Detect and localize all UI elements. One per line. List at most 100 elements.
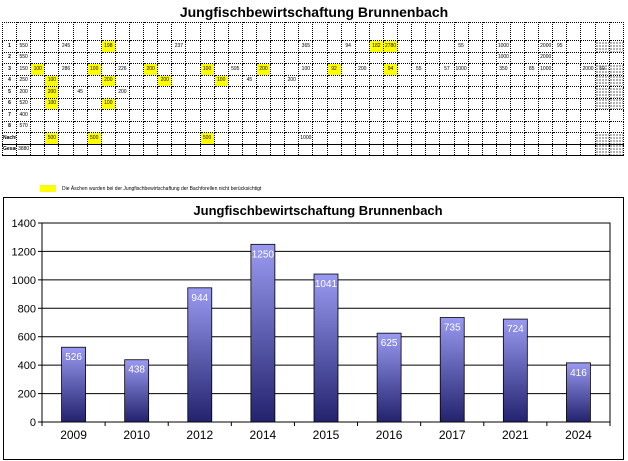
sheet-cell bbox=[453, 74, 469, 87]
sheet-cell bbox=[100, 86, 116, 99]
sheet-cell bbox=[326, 51, 342, 64]
sheet-cell: 1000 bbox=[495, 51, 511, 64]
sheet-cell bbox=[298, 74, 314, 87]
sheet-cell bbox=[382, 109, 399, 122]
sheet-cell bbox=[368, 97, 384, 110]
sheet-cell bbox=[453, 132, 469, 145]
sheet-cell bbox=[185, 40, 201, 53]
sheet-cell bbox=[72, 120, 88, 133]
sheet-cell bbox=[326, 109, 342, 122]
sheet-cell bbox=[312, 74, 328, 87]
sheet-cell bbox=[467, 97, 483, 110]
sheet-cell bbox=[354, 74, 370, 87]
sheet-cell bbox=[284, 109, 300, 122]
sheet-cell bbox=[467, 120, 483, 133]
sheet-cell bbox=[453, 109, 469, 122]
sheet-cell bbox=[495, 97, 511, 110]
sheet-cell bbox=[354, 109, 370, 122]
sheet-cell bbox=[608, 97, 625, 110]
sheet-cell bbox=[552, 51, 568, 64]
sheet-cell bbox=[241, 143, 257, 156]
sheet-header-cell bbox=[509, 22, 526, 41]
sheet-cell bbox=[86, 40, 102, 53]
sheet-header-cell bbox=[368, 22, 384, 41]
sheet-cell bbox=[509, 40, 526, 53]
sheet-cell bbox=[552, 86, 568, 99]
sheet-cell bbox=[270, 63, 286, 76]
sheet-cell: 100 bbox=[44, 74, 60, 87]
x-tick-label-2021: 2021 bbox=[502, 428, 529, 442]
sheet-cell: 92 bbox=[326, 63, 342, 76]
sheet-cell bbox=[397, 40, 413, 53]
sheet-cell bbox=[481, 63, 497, 76]
sheet-header-cell bbox=[16, 22, 32, 41]
sheet-cell bbox=[439, 51, 455, 64]
sheet-cell bbox=[227, 143, 243, 156]
sheet-cell bbox=[30, 120, 46, 133]
sheet-cell bbox=[143, 120, 159, 133]
sheet-cell bbox=[128, 74, 145, 87]
sheet-cell bbox=[425, 132, 441, 145]
bar-2015 bbox=[313, 273, 339, 423]
sheet-cell: 57 bbox=[439, 63, 455, 76]
sheet-cell bbox=[382, 74, 399, 87]
sheet-cell bbox=[58, 143, 74, 156]
sheet-cell bbox=[284, 143, 300, 156]
sheet-cell bbox=[213, 132, 229, 145]
sheet-cell: 200 bbox=[157, 74, 173, 87]
sheet-cell bbox=[199, 120, 215, 133]
sheet-cell bbox=[608, 120, 625, 133]
sheet-cell bbox=[538, 143, 554, 156]
sheet-cell bbox=[495, 74, 511, 87]
sheet-cell bbox=[44, 51, 60, 64]
sheet-cell bbox=[100, 51, 116, 64]
sheet-cell bbox=[72, 74, 88, 87]
sheet-cell bbox=[213, 109, 229, 122]
sheet-cell: 3880 bbox=[16, 143, 32, 156]
sheet-cell bbox=[326, 86, 342, 99]
sheet-cell bbox=[241, 86, 257, 99]
sheet-cell bbox=[552, 74, 568, 87]
sheet-header-cell bbox=[44, 22, 60, 41]
sheet-header-cell bbox=[326, 22, 342, 41]
sheet-cell bbox=[227, 132, 243, 145]
sheet-cell bbox=[298, 97, 314, 110]
sheet-cell bbox=[185, 86, 201, 99]
sheet-cell bbox=[86, 120, 102, 133]
sheet-cell bbox=[171, 63, 187, 76]
sheet-cell bbox=[312, 97, 328, 110]
sheet-cell bbox=[157, 63, 173, 76]
sheet-cell bbox=[58, 97, 74, 110]
x-tick-label-2009: 2009 bbox=[60, 428, 87, 442]
sheet-cell bbox=[86, 86, 102, 99]
sheet-cell bbox=[509, 74, 526, 87]
sheet-cell bbox=[72, 51, 88, 64]
sheet-header-cell bbox=[524, 22, 540, 41]
sheet-header-cell bbox=[114, 22, 130, 41]
sheet-header-cell bbox=[30, 22, 46, 41]
sheet-cell bbox=[171, 120, 187, 133]
sheet-cell: 550 bbox=[16, 40, 32, 53]
sheet-cell bbox=[241, 40, 257, 53]
sheet-cell bbox=[157, 132, 173, 145]
sheet-header-cell bbox=[552, 22, 568, 41]
sheet-cell bbox=[72, 63, 88, 76]
sheet-cell bbox=[114, 143, 130, 156]
sheet-header-cell bbox=[354, 22, 370, 41]
sheet-cell bbox=[157, 109, 173, 122]
sheet-cell bbox=[157, 86, 173, 99]
sheet-cell bbox=[397, 51, 413, 64]
sheet-cell bbox=[72, 97, 88, 110]
sheet-cell bbox=[467, 40, 483, 53]
sheet-cell bbox=[453, 86, 469, 99]
sheet-cell bbox=[397, 86, 413, 99]
sheet-cell bbox=[524, 74, 540, 87]
sheet-cell bbox=[382, 86, 399, 99]
sheet-cell bbox=[157, 143, 173, 156]
sheet-cell bbox=[227, 109, 243, 122]
sheet-cell bbox=[227, 97, 243, 110]
sheet-cell bbox=[128, 132, 145, 145]
sheet-cell bbox=[552, 132, 568, 145]
sheet-cell bbox=[143, 132, 159, 145]
sheet-header-cell bbox=[608, 22, 625, 41]
